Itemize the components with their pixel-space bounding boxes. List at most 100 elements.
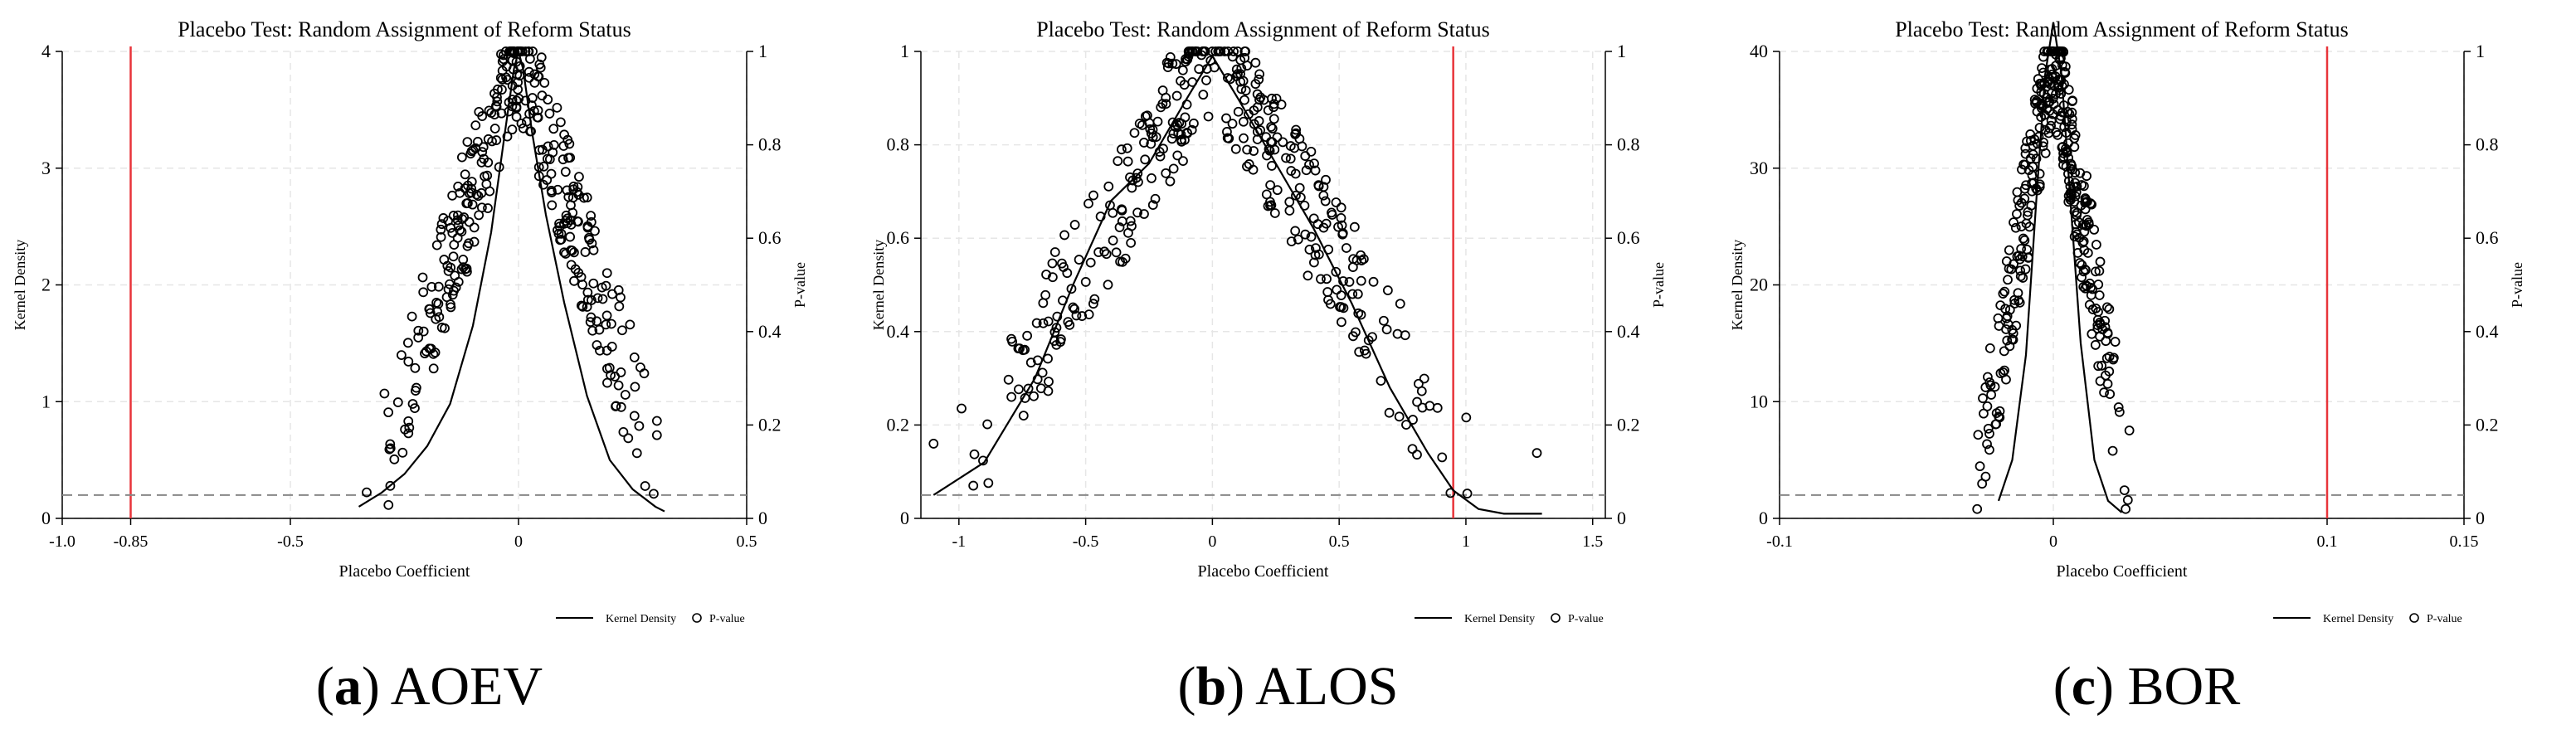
pvalue-point	[473, 137, 483, 147]
pvalue-point	[397, 447, 408, 458]
caption-c: (c) BOR	[2053, 656, 2241, 717]
pvalue-point	[2077, 237, 2088, 248]
pvalue-point	[1240, 85, 1251, 96]
pvalue-point	[1239, 133, 1249, 143]
pvalue-point	[1252, 102, 1263, 113]
pvalue-point	[2094, 265, 2105, 276]
pvalue-point	[511, 111, 522, 122]
pvalue-point	[1310, 250, 1321, 260]
pvalue-point	[2079, 226, 2090, 237]
pvalue-point	[1244, 159, 1254, 169]
pvalue-point	[413, 325, 424, 336]
y-tick-label-right: 0.4	[758, 321, 782, 342]
pvalue-point	[1254, 115, 1264, 126]
pvalue-points	[362, 46, 662, 510]
y-axis-label-right: P-value	[791, 262, 808, 308]
pvalue-point	[1165, 51, 1176, 62]
pvalue-point	[2022, 210, 2033, 221]
pvalue-point	[1261, 132, 1272, 143]
x-tick-label: 0.1	[2317, 532, 2338, 551]
pvalue-point	[1172, 150, 1183, 161]
pvalue-point	[1356, 250, 1366, 260]
pvalue-point	[1049, 247, 1060, 257]
pvalue-point	[384, 444, 395, 455]
legend-point-swatch	[2409, 613, 2419, 623]
pvalue-point	[1321, 174, 1331, 185]
pvalue-point	[1978, 393, 1988, 404]
legend-label-kernel: Kernel Density	[1464, 613, 1535, 625]
pvalue-point	[1101, 249, 1112, 260]
pvalue-point	[1437, 452, 1448, 463]
pvalue-point	[1335, 302, 1345, 312]
pvalue-point	[563, 153, 573, 163]
pvalue-point	[630, 382, 640, 392]
pvalue-point	[2038, 141, 2048, 152]
pvalue-point	[1089, 294, 1100, 304]
pvalue-point	[1083, 198, 1093, 209]
pvalue-point	[2077, 180, 2087, 190]
pvalue-point	[2121, 503, 2131, 514]
pvalue-point	[1038, 318, 1049, 328]
pvalue-point	[2044, 96, 2055, 107]
y-tick-label-right: 0	[2476, 508, 2485, 528]
x-tick-label: -0.5	[277, 532, 304, 551]
pvalue-point	[1152, 116, 1163, 127]
pvalue-point	[568, 181, 579, 192]
pvalue-point	[1284, 197, 1295, 207]
pvalue-point	[1972, 503, 1983, 514]
pvalue-point	[1269, 208, 1280, 218]
pvalue-point	[1313, 181, 1324, 192]
pvalue-point	[1221, 113, 1231, 124]
pvalue-point	[604, 362, 615, 373]
pvalue-point	[1252, 126, 1263, 137]
pvalue-point	[585, 317, 596, 328]
pvalue-point	[1066, 284, 1077, 294]
pvalue-point	[403, 428, 414, 439]
pvalue-point	[582, 192, 592, 203]
pvalue-point	[554, 221, 565, 232]
pvalue-point	[2060, 61, 2071, 72]
pvalue-point	[2047, 69, 2057, 80]
pvalue-point	[1235, 76, 1246, 87]
pvalue-point	[464, 238, 474, 249]
pvalue-point	[1263, 105, 1273, 115]
pvalue-point	[383, 407, 394, 418]
pvalue-point	[417, 272, 428, 283]
pvalue-point	[1983, 423, 1994, 434]
pvalue-point	[483, 203, 493, 213]
pvalue-point	[535, 62, 546, 73]
pvalue-point	[1201, 75, 1211, 85]
pvalue-point	[1344, 276, 1355, 287]
pvalue-point	[2072, 181, 2082, 192]
pvalue-point	[1267, 161, 1277, 171]
pvalue-point	[2069, 231, 2080, 242]
pvalue-point	[1044, 377, 1054, 387]
pvalue-point	[587, 295, 597, 305]
pvalue-point	[460, 169, 470, 180]
y-tick-label-left: 3	[41, 158, 51, 178]
pvalue-point	[601, 345, 612, 356]
pvalue-point	[2086, 289, 2096, 300]
pvalue-point	[1057, 258, 1067, 269]
pvalue-point	[1103, 280, 1113, 290]
pvalue-point	[1462, 489, 1473, 498]
pvalue-point	[616, 401, 626, 412]
pvalue-point	[1347, 289, 1358, 299]
pvalue-point	[2038, 137, 2049, 148]
pvalue-point	[1165, 176, 1176, 187]
pvalue-point	[601, 310, 612, 321]
pvalue-point	[2051, 89, 2061, 100]
pvalue-point	[495, 73, 506, 83]
pvalue-point	[407, 311, 417, 322]
pvalue-point	[1261, 189, 1272, 200]
pvalue-point	[1085, 257, 1096, 268]
pvalue-point	[543, 141, 553, 152]
pvalue-point	[1189, 118, 1199, 129]
pvalue-point	[1265, 180, 1276, 191]
pvalue-point	[573, 216, 583, 227]
pvalue-point	[1999, 365, 2009, 376]
pvalue-point	[2124, 425, 2135, 435]
pvalue-point	[1281, 153, 1291, 163]
pvalue-point	[1176, 134, 1186, 145]
pvalue-point	[547, 200, 558, 211]
